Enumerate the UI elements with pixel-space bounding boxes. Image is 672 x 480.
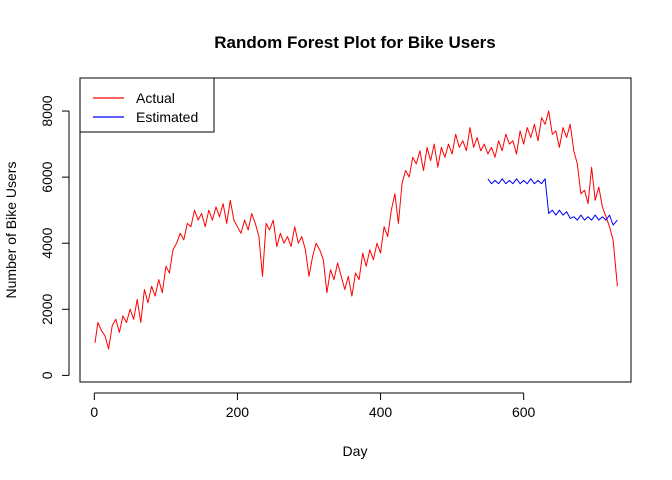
series-layer <box>94 110 618 350</box>
x-tick-label: 600 <box>512 404 536 420</box>
y-tick-label: 4000 <box>39 227 55 258</box>
y-tick-label: 6000 <box>39 161 55 192</box>
y-tick-label: 2000 <box>39 294 55 325</box>
series-line-estimated <box>487 178 618 226</box>
x-tick-label: 400 <box>369 404 393 420</box>
y-tick-label: 8000 <box>39 95 55 126</box>
legend-label-actual: Actual <box>136 90 175 106</box>
x-tick-label: 200 <box>226 404 250 420</box>
y-axis: 0 2000 4000 6000 8000 <box>39 95 70 379</box>
y-axis-label: Number of Bike Users <box>3 162 19 299</box>
x-tick-label: 0 <box>90 404 98 420</box>
x-axis: 0 200 400 600 <box>90 392 536 420</box>
x-axis-label: Day <box>343 443 368 459</box>
plot-frame <box>79 77 632 383</box>
legend-label-estimated: Estimated <box>136 109 198 125</box>
legend: Actual Estimated <box>79 77 215 133</box>
series-line-actual <box>94 110 618 350</box>
chart-title: Random Forest Plot for Bike Users <box>214 33 496 52</box>
legend-box <box>79 77 215 133</box>
y-tick-label: 0 <box>39 371 55 379</box>
